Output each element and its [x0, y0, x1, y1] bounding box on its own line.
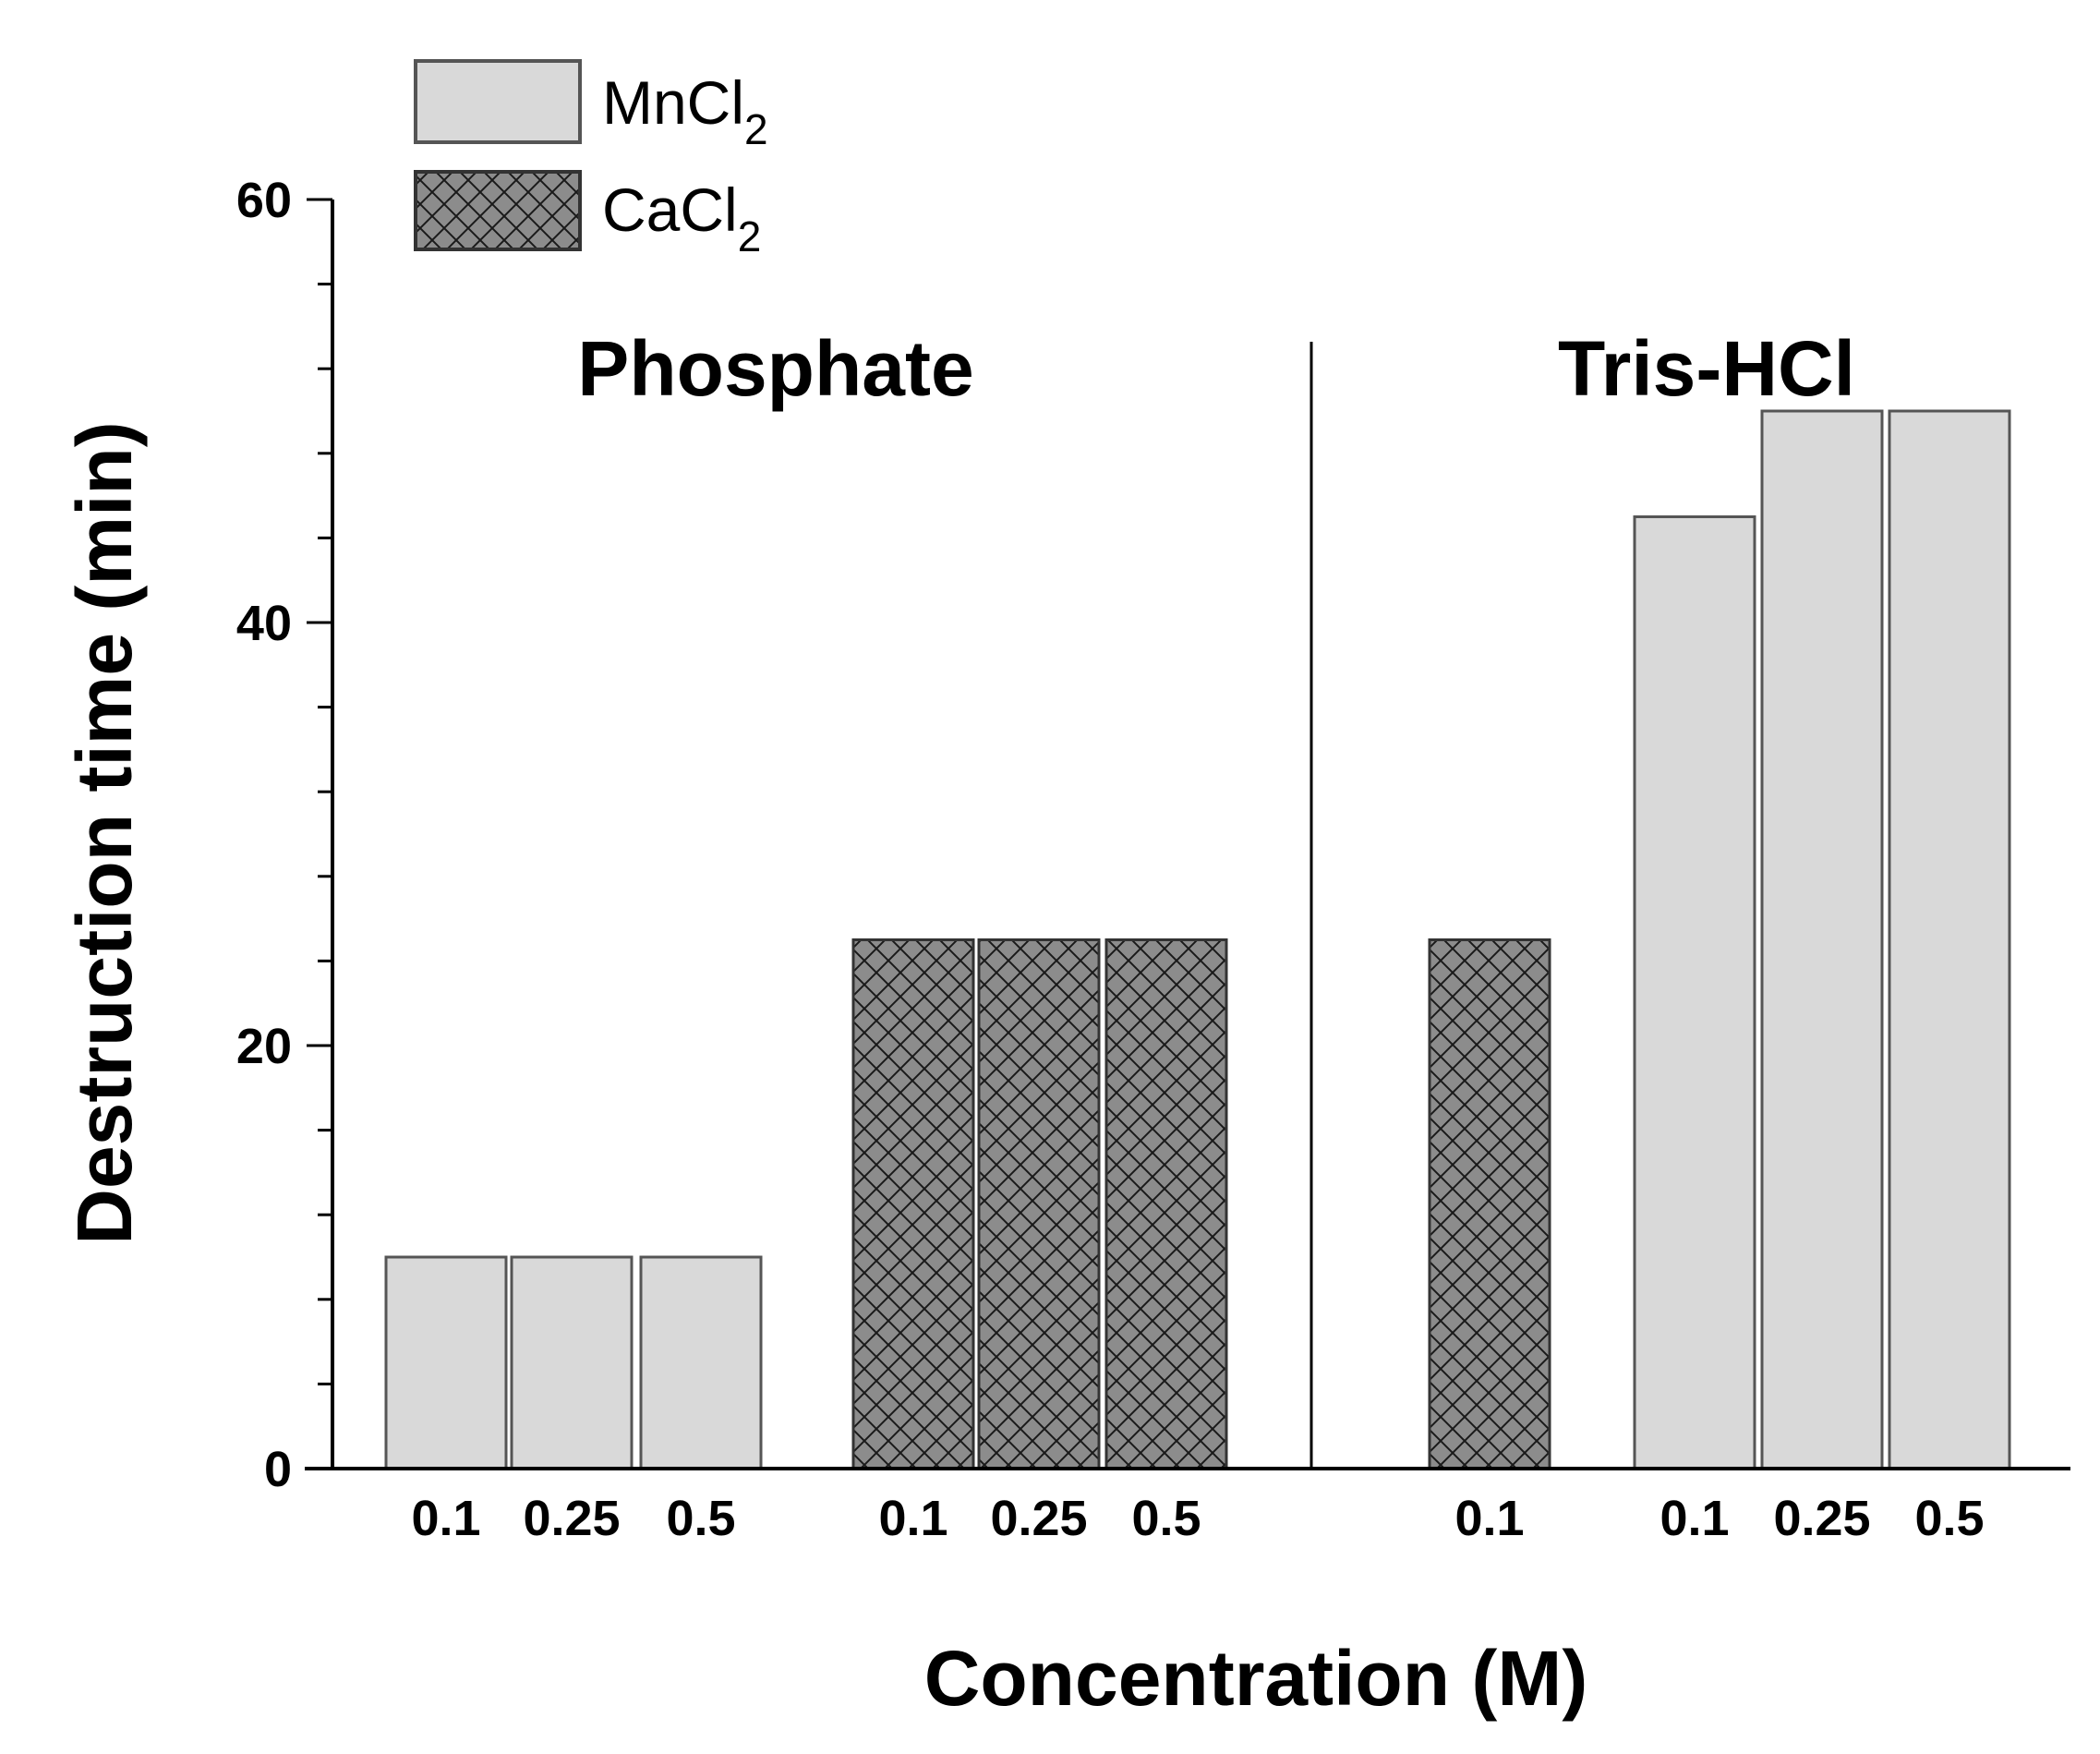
x-tick-label: 0.25: [1773, 1491, 1870, 1546]
x-tick-label: 0.25: [990, 1491, 1087, 1546]
bar-tris-hcl-mncl2-0.5: [1888, 409, 2011, 1470]
legend-label-mncl2: MnCl2: [602, 68, 768, 153]
bar-phosphate-cacl2-0.25: [977, 938, 1101, 1470]
legend-swatch-cacl2: [414, 170, 582, 251]
bar-tris-hcl-mncl2-0.1: [1633, 515, 1756, 1470]
bar-phosphate-mncl2-0.25: [510, 1255, 634, 1470]
y-axis: 0 20 40 60: [236, 173, 334, 1497]
y-axis-title: Destruction time (min): [61, 421, 148, 1244]
x-tick-label: 0.25: [523, 1491, 620, 1546]
legend: MnCl2 CaCl2: [414, 59, 768, 260]
y-tick-label: 0: [264, 1442, 292, 1497]
y-tick-label: 40: [236, 596, 292, 651]
x-tick-label: 0.5: [666, 1491, 735, 1546]
bar-tris-hcl-cacl2-0.1: [1428, 938, 1551, 1470]
y-tick-label: 20: [236, 1019, 292, 1074]
bar-phosphate-cacl2-0.1: [851, 938, 975, 1470]
x-tick-labels: 0.1 0.25 0.5 0.1 0.25 0.5 0.1 0.1 0.25 0.5: [411, 1491, 1984, 1546]
group-title-phosphate: Phosphate: [577, 325, 973, 412]
x-tick-label: 0.1: [1454, 1491, 1524, 1546]
bar-tris-hcl-mncl2-0.25: [1760, 409, 1884, 1470]
x-tick-label: 0.1: [1659, 1491, 1729, 1546]
x-tick-label: 0.1: [411, 1491, 480, 1546]
group-title-tris-hcl: Tris-HCl: [1558, 325, 1855, 412]
legend-swatch-mncl2: [414, 59, 582, 144]
x-axis-title: Concentration (M): [924, 1635, 1588, 1722]
x-tick-label: 0.1: [878, 1491, 947, 1546]
legend-label-cacl2: CaCl2: [602, 175, 761, 260]
bar-phosphate-mncl2-0.1: [384, 1255, 508, 1470]
bar-phosphate-mncl2-0.5: [639, 1255, 763, 1470]
bar-phosphate-cacl2-0.5: [1104, 938, 1228, 1470]
y-tick-label: 60: [236, 173, 292, 228]
x-tick-label: 0.5: [1914, 1491, 1984, 1546]
bars: [384, 409, 2011, 1470]
x-tick-label: 0.5: [1131, 1491, 1201, 1546]
